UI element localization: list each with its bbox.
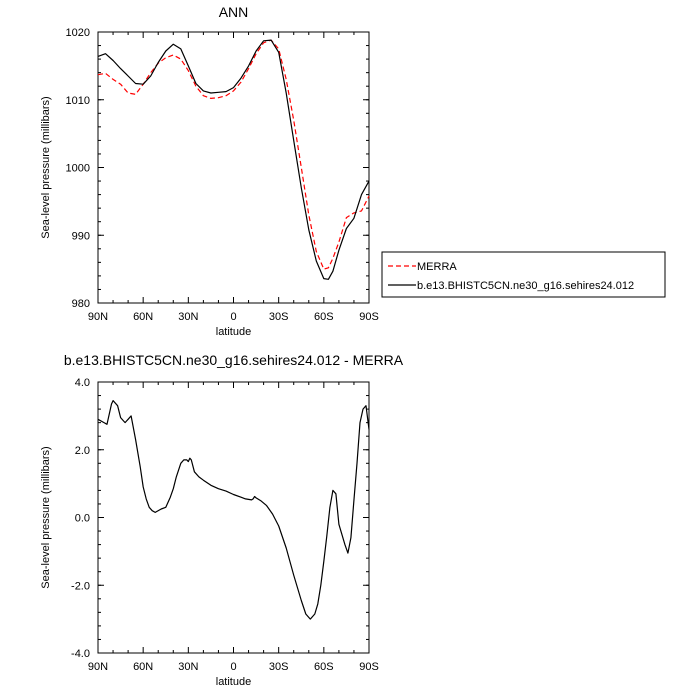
y-tick-label: -2.0: [71, 580, 90, 592]
series-line-0: [97, 400, 370, 620]
y-tick-label: 980: [72, 298, 90, 310]
x-tick-label: 30S: [269, 311, 289, 323]
x-tick-label: 60N: [133, 311, 153, 323]
x-tick-label: 90S: [359, 661, 379, 673]
x-tick-label: 30N: [178, 311, 198, 323]
x-tick-label: 60N: [133, 661, 153, 673]
y-axis-label: Sea-level pressure (millibars): [40, 446, 52, 588]
y-tick-label: 1000: [66, 163, 90, 175]
x-tick-label: 60S: [314, 311, 334, 323]
x-tick-label: 30S: [269, 661, 289, 673]
series-line-0: [97, 39, 370, 270]
legend-box: [381, 251, 666, 298]
x-tick-label: 0: [230, 661, 236, 673]
x-tick-label: 90N: [88, 661, 108, 673]
x-tick-label: 60S: [314, 661, 334, 673]
y-tick-label: 0.0: [75, 513, 90, 525]
legend-label: b.e13.BHISTC5CN.ne30_g16.sehires24.012: [417, 280, 634, 292]
x-tick-label: 30N: [178, 661, 198, 673]
y-tick-label: 1010: [66, 95, 90, 107]
x-axis-label: latitude: [216, 676, 251, 688]
x-axis-label: latitude: [216, 326, 251, 338]
x-tick-label: 90S: [359, 311, 379, 323]
x-tick-label: 90N: [88, 311, 108, 323]
y-tick-label: -4.0: [71, 648, 90, 660]
y-tick-label: 990: [72, 230, 90, 242]
y-tick-label: 2.0: [75, 445, 90, 457]
x-tick-label: 0: [230, 311, 236, 323]
legend-label: MERRA: [417, 261, 457, 273]
y-tick-label: 4.0: [75, 377, 90, 389]
chart-title: b.e13.BHISTC5CN.ne30_g16.sehires24.012 -…: [64, 352, 404, 368]
series-line-1: [97, 39, 370, 280]
plot-frame: [97, 31, 370, 304]
y-axis-label: Sea-level pressure (millibars): [40, 96, 52, 238]
chart-title: ANN: [219, 4, 249, 20]
y-tick-label: 1020: [66, 27, 90, 39]
